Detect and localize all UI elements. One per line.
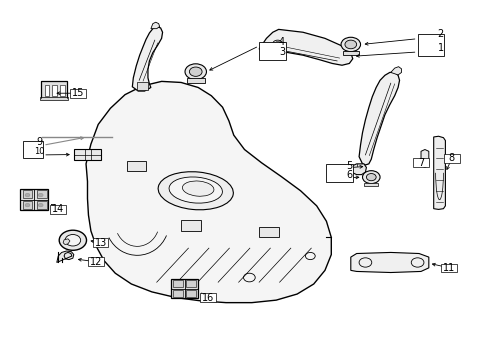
- Polygon shape: [151, 22, 159, 29]
- Circle shape: [25, 203, 30, 207]
- Ellipse shape: [169, 177, 222, 203]
- Text: 10: 10: [34, 147, 44, 156]
- Text: 11: 11: [442, 263, 454, 273]
- Circle shape: [184, 64, 206, 80]
- Bar: [74, 149, 101, 160]
- Circle shape: [65, 234, 81, 246]
- Circle shape: [366, 174, 375, 181]
- Polygon shape: [348, 164, 366, 175]
- Bar: [412, 158, 428, 167]
- Bar: [200, 293, 215, 302]
- Circle shape: [25, 193, 30, 197]
- Circle shape: [59, 230, 86, 250]
- Ellipse shape: [182, 181, 213, 196]
- Bar: [70, 89, 85, 98]
- Circle shape: [340, 37, 360, 51]
- Text: 7: 7: [417, 158, 423, 168]
- Bar: [171, 279, 198, 298]
- Text: 12: 12: [89, 257, 102, 267]
- Circle shape: [189, 67, 202, 76]
- Circle shape: [38, 203, 43, 207]
- Bar: [259, 226, 278, 237]
- Bar: [173, 290, 183, 297]
- Text: 3: 3: [279, 48, 285, 57]
- Text: 14: 14: [52, 204, 64, 215]
- Bar: [186, 78, 204, 83]
- Polygon shape: [390, 67, 401, 75]
- Text: 16: 16: [202, 293, 214, 303]
- Bar: [259, 41, 285, 59]
- Bar: [37, 201, 46, 209]
- Bar: [88, 257, 103, 266]
- Bar: [127, 161, 146, 171]
- Bar: [52, 85, 57, 96]
- Text: 8: 8: [448, 153, 454, 163]
- Bar: [364, 183, 377, 186]
- Text: 6: 6: [346, 170, 352, 180]
- Text: 5: 5: [346, 161, 352, 171]
- Polygon shape: [350, 252, 428, 273]
- Polygon shape: [86, 81, 330, 303]
- Bar: [37, 190, 46, 198]
- Text: 9: 9: [36, 138, 42, 147]
- Polygon shape: [433, 136, 445, 210]
- Text: 2: 2: [436, 30, 443, 40]
- Bar: [22, 190, 32, 198]
- Polygon shape: [259, 30, 352, 65]
- Bar: [44, 85, 49, 96]
- Bar: [50, 205, 66, 214]
- Bar: [417, 35, 444, 56]
- Polygon shape: [63, 239, 70, 244]
- Bar: [22, 201, 32, 209]
- Text: 4: 4: [279, 37, 285, 47]
- Bar: [20, 189, 48, 211]
- Circle shape: [344, 40, 356, 49]
- Polygon shape: [57, 251, 74, 262]
- Bar: [40, 97, 68, 100]
- Polygon shape: [358, 72, 399, 165]
- Bar: [173, 280, 183, 287]
- Text: 1: 1: [437, 44, 443, 53]
- Bar: [181, 220, 200, 231]
- Bar: [93, 238, 108, 247]
- Bar: [41, 81, 67, 98]
- Bar: [22, 141, 43, 158]
- Circle shape: [362, 171, 379, 184]
- Bar: [443, 154, 459, 163]
- Ellipse shape: [158, 172, 233, 210]
- Polygon shape: [132, 27, 162, 91]
- Text: 15: 15: [71, 88, 84, 98]
- Bar: [326, 164, 352, 182]
- Circle shape: [38, 193, 43, 197]
- Bar: [137, 82, 148, 90]
- Bar: [186, 280, 196, 287]
- Bar: [342, 51, 358, 55]
- Bar: [441, 264, 456, 272]
- Bar: [186, 290, 196, 297]
- Bar: [60, 85, 65, 96]
- Polygon shape: [420, 149, 428, 167]
- Text: 13: 13: [94, 238, 106, 248]
